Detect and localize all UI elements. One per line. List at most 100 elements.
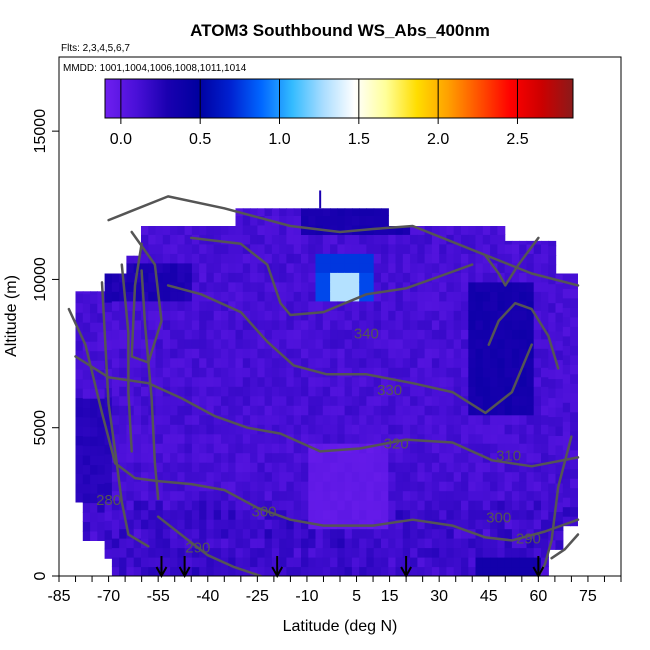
heatmap-cell: [417, 367, 426, 378]
heatmap-cell: [206, 348, 215, 359]
heatmap-cell: [490, 519, 498, 530]
heatmap-cell: [351, 348, 360, 359]
colorbar-tick-label: 1.5: [348, 131, 370, 148]
heatmap-cell: [402, 253, 411, 264]
heatmap-cell: [446, 291, 455, 302]
heatmap-cell: [533, 243, 542, 254]
heatmap-cell: [199, 538, 208, 549]
heatmap-cell: [184, 405, 193, 416]
contour-line: [140, 269, 160, 501]
heatmap-cell: [264, 509, 273, 520]
heatmap-cell: [308, 224, 317, 235]
heatmap-cell: [570, 459, 578, 470]
contour-label: 280: [96, 492, 121, 509]
heatmap-cell: [424, 357, 433, 368]
heatmap-cell: [381, 557, 389, 568]
heatmap-cell: [170, 253, 178, 264]
heatmap-cell: [148, 528, 157, 539]
heatmap-cell: [206, 490, 215, 501]
heatmap-cell: [373, 348, 382, 359]
heatmap-cell: [359, 462, 368, 473]
heatmap-cell: [424, 405, 433, 416]
heatmap-cell: [431, 310, 440, 321]
heatmap-cell: [410, 547, 418, 558]
heatmap-cell: [410, 519, 418, 530]
heatmap-cell: [402, 262, 411, 273]
heatmap-cell: [439, 376, 448, 387]
heatmap-cell: [541, 253, 549, 264]
heatmap-cell: [381, 462, 389, 473]
heatmap-cell: [279, 253, 288, 264]
heatmap-cell: [126, 386, 135, 397]
heatmap-cell: [293, 414, 302, 425]
heatmap-cell: [177, 338, 186, 349]
heatmap-cell: [490, 547, 498, 558]
heatmap-cell: [221, 452, 229, 463]
heatmap-cell: [199, 519, 208, 530]
heatmap-cell: [417, 414, 426, 425]
heatmap-cell: [504, 348, 513, 359]
heatmap-cell: [119, 433, 128, 444]
heatmap-cell: [133, 357, 142, 368]
heatmap-cell: [170, 386, 178, 397]
heatmap-cell: [170, 414, 178, 425]
heatmap-cell: [184, 557, 193, 568]
heatmap-cell: [250, 234, 258, 245]
heatmap-cell: [82, 530, 91, 541]
heatmap-cell: [199, 462, 208, 473]
heatmap-cell: [497, 253, 506, 264]
heatmap-cell: [235, 538, 244, 549]
heatmap-cell: [344, 405, 353, 416]
heatmap-cell: [330, 538, 338, 549]
heatmap-cell: [468, 490, 477, 501]
heatmap-cell: [337, 215, 346, 226]
heatmap-cell: [402, 538, 411, 549]
heatmap-cell: [366, 490, 375, 501]
heatmap-cell: [279, 443, 288, 454]
heatmap-cell: [221, 386, 229, 397]
heatmap-cell: [111, 367, 120, 378]
heatmap-cell: [250, 253, 258, 264]
heatmap-cell: [511, 300, 520, 311]
heatmap-cell: [242, 224, 251, 235]
heatmap-cell: [533, 367, 542, 378]
contour-line: [484, 236, 540, 287]
heatmap-cell: [468, 329, 477, 340]
heatmap-cell: [366, 566, 375, 576]
heatmap-cell: [453, 319, 462, 330]
heatmap-cell: [388, 348, 397, 359]
heatmap-cell: [148, 281, 157, 292]
heatmap-cell: [213, 272, 222, 283]
heatmap-cell: [104, 320, 113, 331]
heatmap-cell: [162, 405, 171, 416]
heatmap-cell: [482, 443, 491, 454]
heatmap-cell: [482, 226, 491, 235]
heatmap-cell: [301, 357, 309, 368]
heatmap-cell: [199, 500, 208, 511]
heatmap-cell: [97, 502, 106, 513]
heatmap-cell: [381, 509, 389, 520]
heatmap-cell: [562, 497, 571, 508]
heatmap-cell: [388, 329, 397, 340]
heatmap-cell: [337, 243, 346, 254]
heatmap-cell: [191, 395, 200, 406]
heatmap-cell: [482, 367, 491, 378]
heatmap-cell: [402, 243, 411, 254]
heatmap-cell: [439, 253, 448, 264]
heatmap-cell: [504, 329, 513, 340]
heatmap-cell: [293, 208, 302, 216]
heatmap-cell: [475, 547, 484, 558]
heatmap-cell: [461, 528, 469, 539]
heatmap-cell: [519, 405, 528, 416]
heatmap-cell: [82, 455, 91, 466]
heatmap-cell: [351, 300, 360, 311]
heatmap-cell: [177, 272, 186, 283]
heatmap-cell: [271, 481, 280, 492]
heatmap-cell: [388, 481, 397, 492]
heatmap-cell: [424, 386, 433, 397]
heatmap-cell: [330, 414, 338, 425]
heatmap-cell: [199, 338, 208, 349]
heatmap-cell: [497, 443, 506, 454]
heatmap-cell: [511, 240, 520, 245]
heatmap-cell: [482, 234, 491, 245]
